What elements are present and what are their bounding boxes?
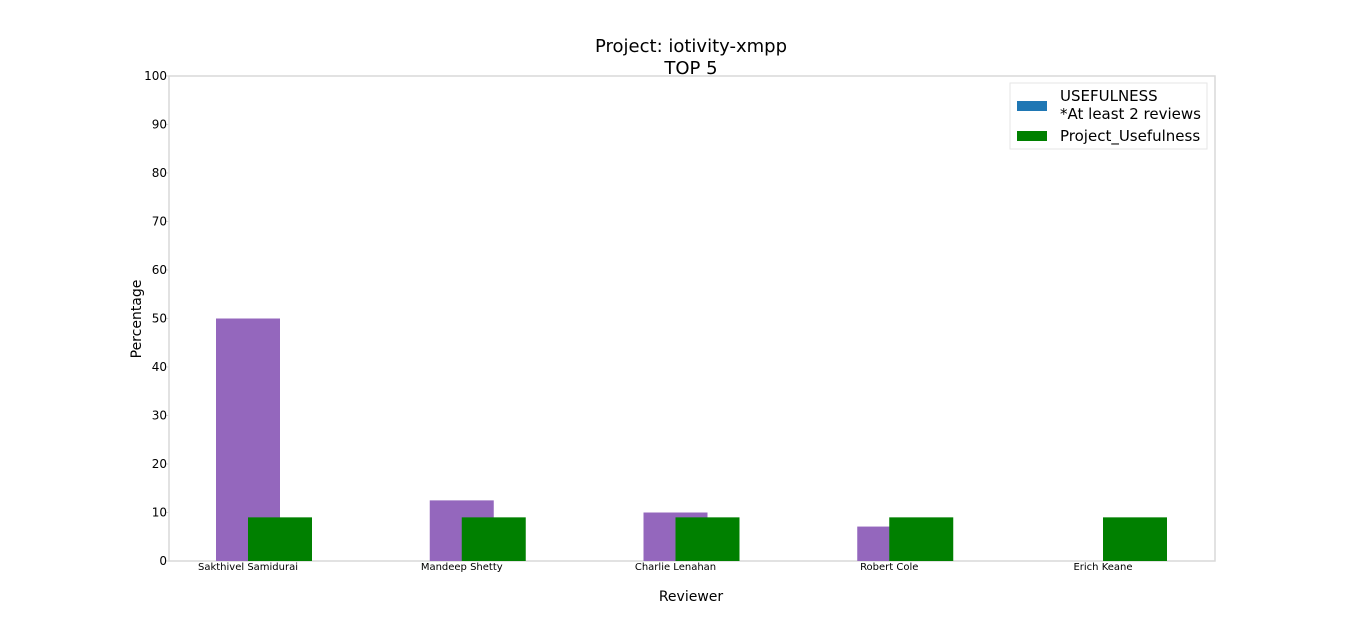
x-tick-label: Charlie Lenahan	[635, 562, 716, 573]
bars	[216, 318, 1167, 561]
y-tick-label: 40	[152, 360, 167, 374]
y-tick-label: 100	[144, 69, 167, 83]
legend-label-usefulness-line-2: *At least 2 reviews	[1060, 105, 1201, 123]
x-tick-label: Mandeep Shetty	[421, 562, 503, 573]
x-tick-label: Sakthivel Samidurai	[198, 562, 298, 573]
y-tick-label: 0	[159, 554, 167, 568]
x-tick-label: Erich Keane	[1073, 562, 1132, 573]
y-tick-label: 60	[152, 263, 167, 277]
y-tick-label: 10	[152, 506, 167, 520]
y-tick-label: 20	[152, 457, 167, 471]
legend: USEFULNESS *At least 2 reviews Project_U…	[1009, 82, 1208, 150]
y-tick-label: 70	[152, 215, 167, 229]
project-usefulness-bar-2	[675, 517, 740, 561]
x-axis-ticks: Sakthivel Samidurai Mandeep Shetty Charlie…	[198, 562, 1133, 573]
y-axis-ticks: 0 10 20 30 40 50 60 70 80 90 100	[144, 69, 169, 568]
y-tick-label: 30	[152, 409, 167, 423]
x-axis-title: Reviewer	[659, 589, 724, 605]
project-usefulness-bar-1	[461, 517, 526, 561]
y-tick-label: 50	[152, 312, 167, 326]
legend-swatch-usefulness	[1017, 101, 1047, 111]
y-axis-title: Percentage	[129, 280, 145, 359]
legend-label-project-usefulness: Project_Usefulness	[1060, 127, 1200, 146]
y-tick-label: 90	[152, 118, 167, 132]
project-usefulness-bar-4	[1103, 517, 1167, 561]
project-usefulness-bar-0	[248, 517, 312, 561]
chart-title: Project: iotivity-xmpp TOP 5	[595, 36, 787, 79]
x-tick-label: Robert Cole	[860, 562, 918, 573]
y-tick-label: 80	[152, 166, 167, 180]
legend-label-usefulness-line-1: USEFULNESS	[1060, 87, 1158, 105]
legend-swatch-project-usefulness	[1017, 131, 1047, 141]
chart-title-line-1: Project: iotivity-xmpp	[595, 36, 787, 57]
plot-area	[168, 75, 1216, 562]
project-usefulness-bar-3	[889, 517, 954, 561]
chart-title-line-2: TOP 5	[663, 58, 717, 79]
